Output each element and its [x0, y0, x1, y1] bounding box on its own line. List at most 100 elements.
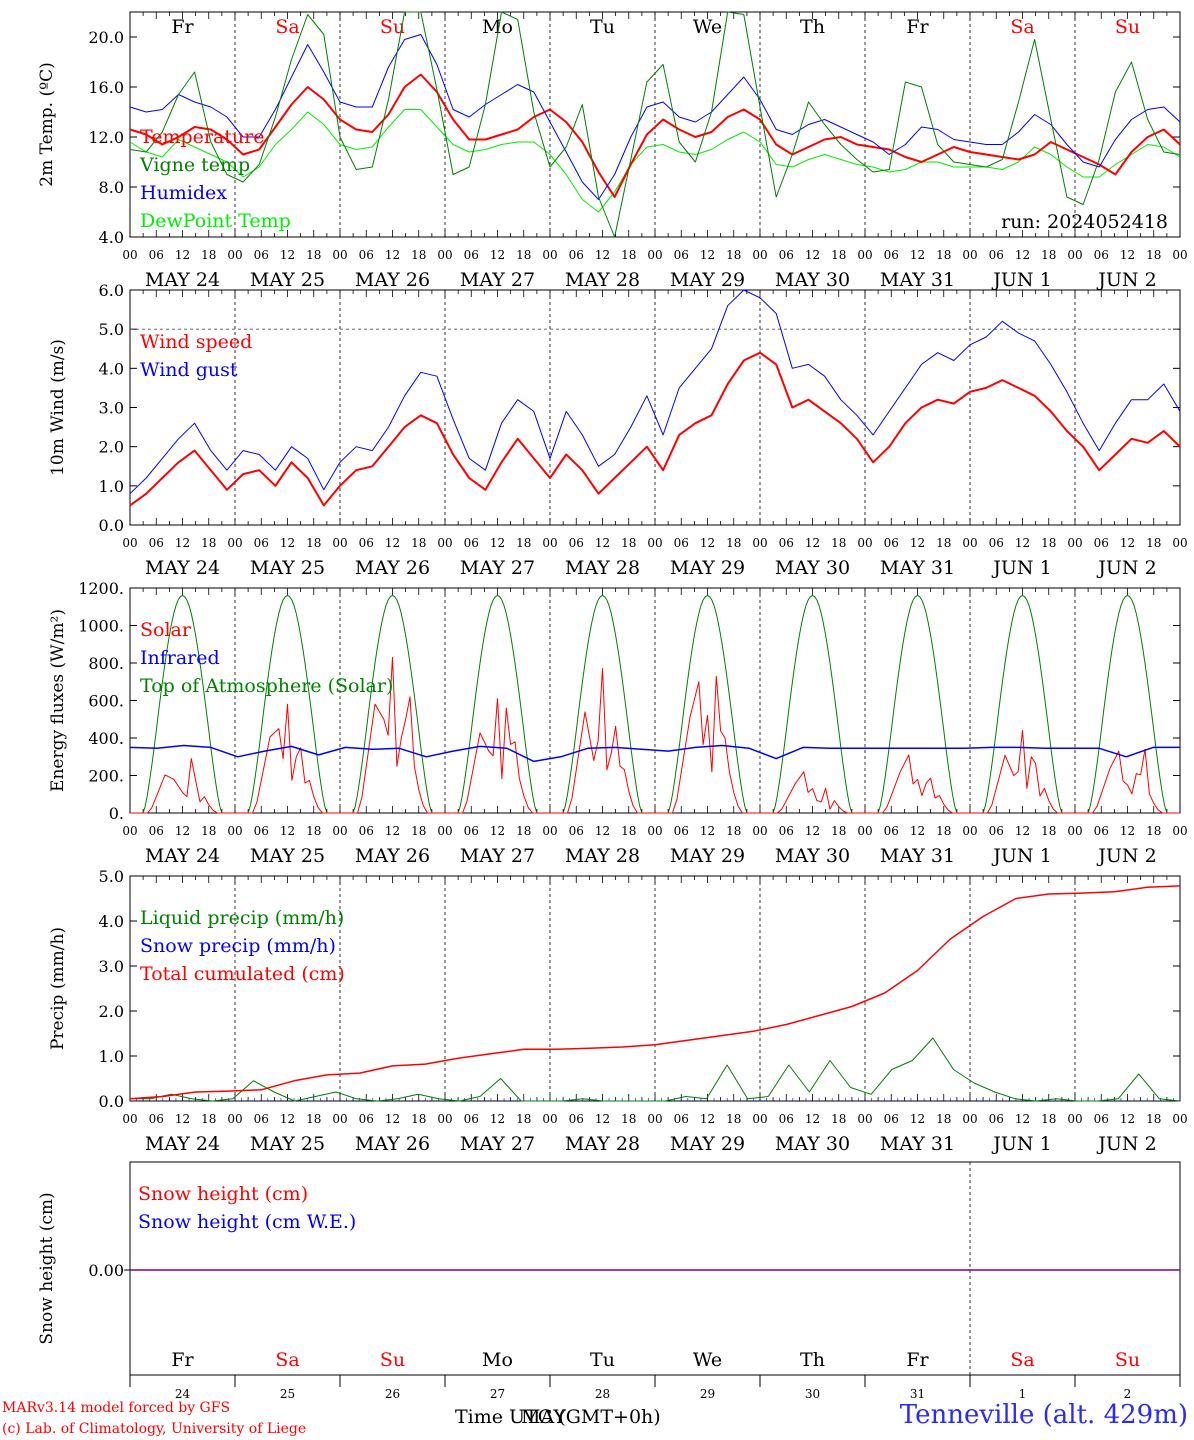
hour-tick-label: 06: [569, 536, 584, 550]
hour-tick-label: 12: [490, 248, 505, 262]
hour-tick-label: 12: [805, 248, 820, 262]
hour-tick-label: 06: [569, 248, 584, 262]
day-name-bottom: Fr: [906, 1349, 929, 1371]
hour-tick-label: 18: [201, 248, 216, 262]
hour-tick-label: 18: [516, 248, 531, 262]
hour-tick-label: 06: [149, 536, 164, 550]
hour-tick-label: 06: [359, 824, 374, 838]
hour-tick-label: 06: [884, 1112, 899, 1126]
hour-tick-label: 06: [779, 824, 794, 838]
hour-tick-label: 18: [201, 536, 216, 550]
hour-tick-label: 18: [621, 248, 636, 262]
y-tick-label: 12.0: [88, 128, 124, 147]
day-number-label: 30: [805, 1387, 820, 1401]
legend-total-cumulated-cm-: Total cumulated (cm): [140, 963, 345, 985]
hour-tick-label: 06: [254, 824, 269, 838]
date-label: MAY 31: [880, 1133, 955, 1155]
hour-tick-label: 00: [1067, 536, 1082, 550]
date-label: MAY 25: [250, 1133, 325, 1155]
hour-tick-label: 00: [227, 536, 242, 550]
wind-series-line: [129, 351, 1181, 507]
hour-tick-label: 12: [1015, 1112, 1030, 1126]
date-label: MAY 29: [670, 1133, 745, 1155]
date-label: JUN 2: [1096, 269, 1156, 291]
y-axis-title: 10m Wind (m/s): [48, 339, 68, 476]
hour-tick-label: 12: [280, 248, 295, 262]
hour-tick-label: 00: [122, 1112, 137, 1126]
hour-tick-label: 12: [910, 824, 925, 838]
hour-tick-label: 18: [831, 248, 846, 262]
temp-series-line: [129, 34, 1181, 200]
date-label: MAY 26: [355, 845, 430, 867]
y-tick-label: 4.0: [99, 359, 124, 378]
date-label: MAY 31: [880, 269, 955, 291]
hour-tick-label: 18: [831, 824, 846, 838]
y-tick-label: 5.0: [99, 867, 124, 886]
hour-tick-label: 18: [201, 1112, 216, 1126]
hour-tick-label: 00: [227, 248, 242, 262]
day-name-bottom: Su: [380, 1349, 405, 1371]
hour-tick-label: 06: [149, 824, 164, 838]
date-label: JUN 1: [991, 1133, 1051, 1155]
hour-tick-label: 12: [280, 536, 295, 550]
hour-tick-label: 06: [884, 824, 899, 838]
hour-tick-label: 06: [884, 536, 899, 550]
day-name-bottom: Tu: [590, 1349, 615, 1371]
hour-tick-label: 06: [149, 1112, 164, 1126]
temp-series-line: [129, 109, 1181, 213]
hour-tick-label: 00: [227, 824, 242, 838]
day-number-label: 26: [385, 1387, 400, 1401]
y-tick-label: 0.00: [88, 1261, 124, 1280]
day-name-top: Su: [380, 16, 405, 38]
hour-tick-label: 18: [936, 536, 951, 550]
y-tick-label: 400.: [88, 729, 124, 748]
hour-tick-label: 06: [359, 248, 374, 262]
hour-tick-label: 00: [962, 824, 977, 838]
temp-series-line: [129, 11, 1181, 238]
legend-wind-speed: Wind speed: [140, 331, 252, 353]
y-tick-label: 1200.: [78, 579, 124, 598]
date-label: MAY 26: [355, 269, 430, 291]
hour-tick-label: 18: [936, 1112, 951, 1126]
hour-tick-label: 06: [1094, 536, 1109, 550]
date-label: MAY 24: [145, 557, 220, 579]
hour-tick-label: 12: [175, 536, 190, 550]
hour-tick-label: 00: [857, 1112, 872, 1126]
date-label: MAY 31: [880, 557, 955, 579]
hour-tick-label: 06: [464, 824, 479, 838]
model-credit: MARv3.14 model forced by GFS: [2, 1400, 231, 1416]
total-cumulated-line: [129, 885, 1181, 1100]
y-tick-label: 3.0: [99, 957, 124, 976]
date-label: MAY 25: [250, 557, 325, 579]
hour-tick-label: 12: [385, 1112, 400, 1126]
hour-tick-label: 06: [674, 824, 689, 838]
hour-tick-label: 12: [700, 536, 715, 550]
day-name-bottom: Su: [1115, 1349, 1140, 1371]
hour-tick-label: 18: [1041, 248, 1056, 262]
hour-tick-label: 00: [332, 1112, 347, 1126]
hour-tick-label: 00: [962, 248, 977, 262]
y-tick-label: 600.: [88, 692, 124, 711]
day-number-label: 24: [175, 1387, 191, 1401]
hour-tick-label: 18: [936, 824, 951, 838]
day-name-top: Sa: [1010, 16, 1034, 38]
hour-tick-label: 12: [385, 248, 400, 262]
hour-tick-label: 00: [437, 536, 452, 550]
hour-tick-label: 06: [569, 824, 584, 838]
date-label: JUN 2: [1096, 557, 1156, 579]
day-number-label: 1: [1019, 1387, 1027, 1401]
date-label: MAY 27: [460, 1133, 535, 1155]
y-tick-label: 1.0: [99, 477, 124, 496]
hour-tick-label: 18: [1041, 1112, 1056, 1126]
hour-tick-label: 12: [910, 248, 925, 262]
hour-tick-label: 12: [175, 1112, 190, 1126]
hour-tick-label: 18: [621, 536, 636, 550]
date-label: JUN 1: [991, 557, 1051, 579]
date-label: MAY 26: [355, 1133, 430, 1155]
y-tick-label: 1000.: [78, 617, 124, 636]
run-label: run: 2024052418: [1001, 211, 1168, 233]
day-number-label: 2: [1124, 1387, 1132, 1401]
legend-vigne-temp: Vigne temp: [139, 154, 250, 176]
hour-tick-label: 18: [516, 536, 531, 550]
hour-tick-label: 12: [910, 1112, 925, 1126]
